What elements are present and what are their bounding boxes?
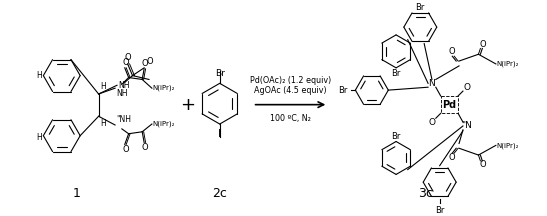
Text: NH: NH: [118, 81, 130, 90]
Text: O: O: [479, 160, 486, 169]
Text: "NH: "NH: [116, 115, 131, 124]
Text: Br: Br: [338, 86, 348, 95]
Text: Br: Br: [392, 132, 401, 141]
Text: "N: "N: [461, 121, 472, 130]
Text: O: O: [124, 53, 131, 62]
Text: I: I: [218, 129, 221, 139]
Text: N(iPr)₂: N(iPr)₂: [497, 142, 519, 149]
Text: Br: Br: [416, 3, 425, 12]
Text: O: O: [142, 143, 148, 152]
Text: H: H: [101, 82, 106, 91]
Text: N: N: [428, 79, 435, 88]
Text: O: O: [142, 59, 148, 68]
Text: O: O: [448, 47, 455, 56]
Text: H: H: [37, 71, 42, 80]
Text: 3c: 3c: [418, 187, 433, 200]
Text: N(iPr)₂: N(iPr)₂: [497, 61, 519, 67]
Text: N(iPr)₂: N(iPr)₂: [153, 121, 176, 127]
Text: AgOAc (4.5 equiv): AgOAc (4.5 equiv): [254, 86, 327, 95]
Text: H: H: [37, 133, 42, 142]
Text: 1: 1: [72, 187, 80, 200]
Text: Br: Br: [392, 68, 401, 78]
Text: O: O: [146, 57, 153, 66]
Text: 100 ºC, N₂: 100 ºC, N₂: [270, 114, 311, 123]
Text: O: O: [123, 58, 129, 67]
Text: +: +: [181, 96, 195, 114]
Text: H: H: [101, 119, 106, 128]
Text: Br: Br: [435, 206, 444, 215]
Text: N(iPr)₂: N(iPr)₂: [153, 85, 176, 91]
Text: Pd(OAc)₂ (1.2 equiv): Pd(OAc)₂ (1.2 equiv): [250, 76, 331, 85]
Text: NH: NH: [116, 89, 127, 98]
Text: O: O: [479, 40, 486, 49]
Text: 2c: 2c: [212, 187, 227, 200]
Text: O: O: [448, 153, 455, 162]
Text: Pd: Pd: [443, 100, 456, 110]
Text: O: O: [463, 83, 470, 92]
Text: Br: Br: [215, 69, 225, 78]
Text: O: O: [428, 118, 435, 127]
Text: O: O: [123, 145, 129, 154]
